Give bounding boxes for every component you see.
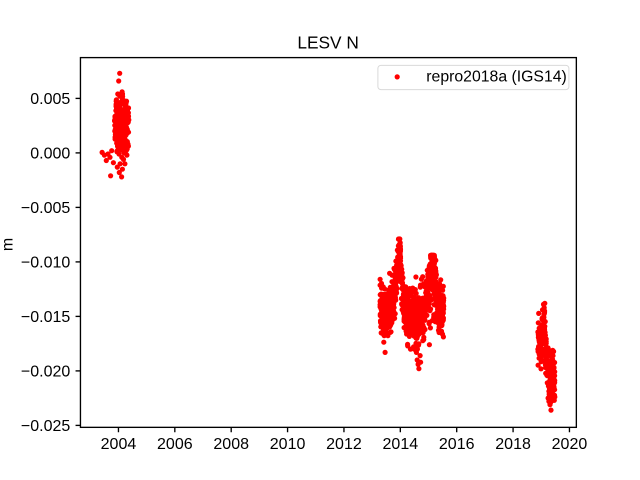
svg-text:repro2018a (IGS14): repro2018a (IGS14) [426, 68, 567, 85]
svg-text:0.005: 0.005 [30, 91, 70, 108]
svg-text:−0.015: −0.015 [21, 309, 70, 326]
svg-text:2010: 2010 [270, 436, 306, 453]
svg-text:2020: 2020 [552, 436, 588, 453]
svg-text:2014: 2014 [383, 436, 419, 453]
svg-text:2018: 2018 [495, 436, 531, 453]
svg-text:2004: 2004 [101, 436, 137, 453]
svg-text:2008: 2008 [213, 436, 249, 453]
svg-text:2006: 2006 [157, 436, 193, 453]
svg-text:−0.005: −0.005 [21, 200, 70, 217]
svg-text:0.000: 0.000 [30, 145, 70, 162]
svg-text:−0.025: −0.025 [21, 418, 70, 435]
svg-text:2012: 2012 [326, 436, 362, 453]
svg-text:LESV N: LESV N [297, 33, 358, 53]
svg-text:m: m [0, 238, 16, 251]
svg-text:−0.020: −0.020 [21, 363, 70, 380]
svg-text:2016: 2016 [439, 436, 475, 453]
svg-text:−0.010: −0.010 [21, 254, 70, 271]
